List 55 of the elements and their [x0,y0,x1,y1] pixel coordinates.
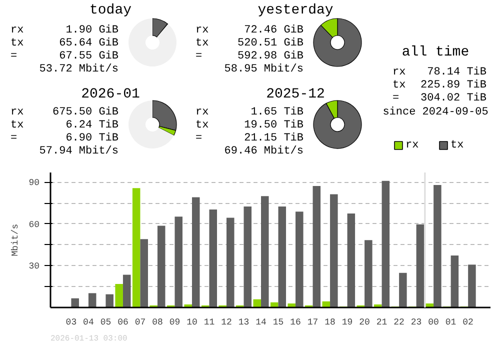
text: tx 225.89 TiB [392,80,487,92]
x-tick-label: 21 [376,318,388,328]
x-tick-label: 07 [134,318,146,328]
text: tx 520.51 GiB [196,38,304,50]
text: rx 675.50 GiB [10,106,119,118]
x-tick-label: 18 [324,318,336,328]
text: tx 6.24 TiB [10,120,119,132]
y-axis-title: Mbit/s [10,224,21,256]
x-tick-label: 09 [169,318,180,328]
x-tick-label: 22 [394,318,404,328]
x-tick-label: 00 [428,318,439,328]
legend-label: rx [406,140,420,152]
chart-title: today [89,2,132,18]
text: tx 19.50 TiB [196,120,304,132]
x-tick-label: 04 [83,318,94,328]
text: = 21.15 TiB [196,132,304,144]
text: = 592.98 GiB [196,50,304,62]
x-tick-label: 10 [186,318,198,328]
x-tick-label: 16 [290,318,301,328]
x-tick-label: 23 [410,318,422,328]
text: = 304.02 TiB [392,92,487,104]
y-tick-label: 90 [28,178,40,188]
x-tick-label: 13 [238,318,250,328]
y-tick-label: 30 [28,262,40,272]
text: 53.72 Mbit/s [39,64,119,76]
x-tick-label: 01 [445,318,456,328]
x-tick-label: 14 [256,318,266,328]
text: 58.95 Mbit/s [224,64,304,76]
x-tick-label: 05 [100,318,112,328]
x-tick-label: 08 [152,318,163,328]
x-tick-label: 02 [462,318,474,328]
x-tick-label: 06 [118,318,128,328]
text: since 2024-09-05 [382,106,488,118]
x-tick-label: 11 [204,318,215,328]
text: rx 78.14 TiB [392,66,487,78]
text: tx 65.64 GiB [10,38,119,50]
chart-title: 2025-12 [266,86,325,102]
y-tick-label: 60 [28,220,40,230]
x-tick-label: 19 [342,318,353,328]
text: = 67.55 GiB [10,50,119,62]
text: = 6.90 TiB [10,132,119,144]
x-tick-label: 03 [66,318,77,328]
text: rx 1.65 TiB [196,106,304,118]
x-tick-label: 15 [272,318,284,328]
chart-title: yesterday [258,2,334,18]
text: rx 1.90 GiB [10,24,119,36]
text: 69.46 Mbit/s [224,146,304,158]
text: rx 72.46 GiB [196,24,304,36]
x-tick-label: 12 [221,318,232,328]
text: all time [402,44,470,60]
x-tick-label: 17 [307,318,318,328]
chart-title: 2026-01 [81,86,140,102]
text: 57.94 Mbit/s [39,146,119,158]
legend-label: tx [450,140,464,152]
x-tick-label: 20 [359,318,370,328]
